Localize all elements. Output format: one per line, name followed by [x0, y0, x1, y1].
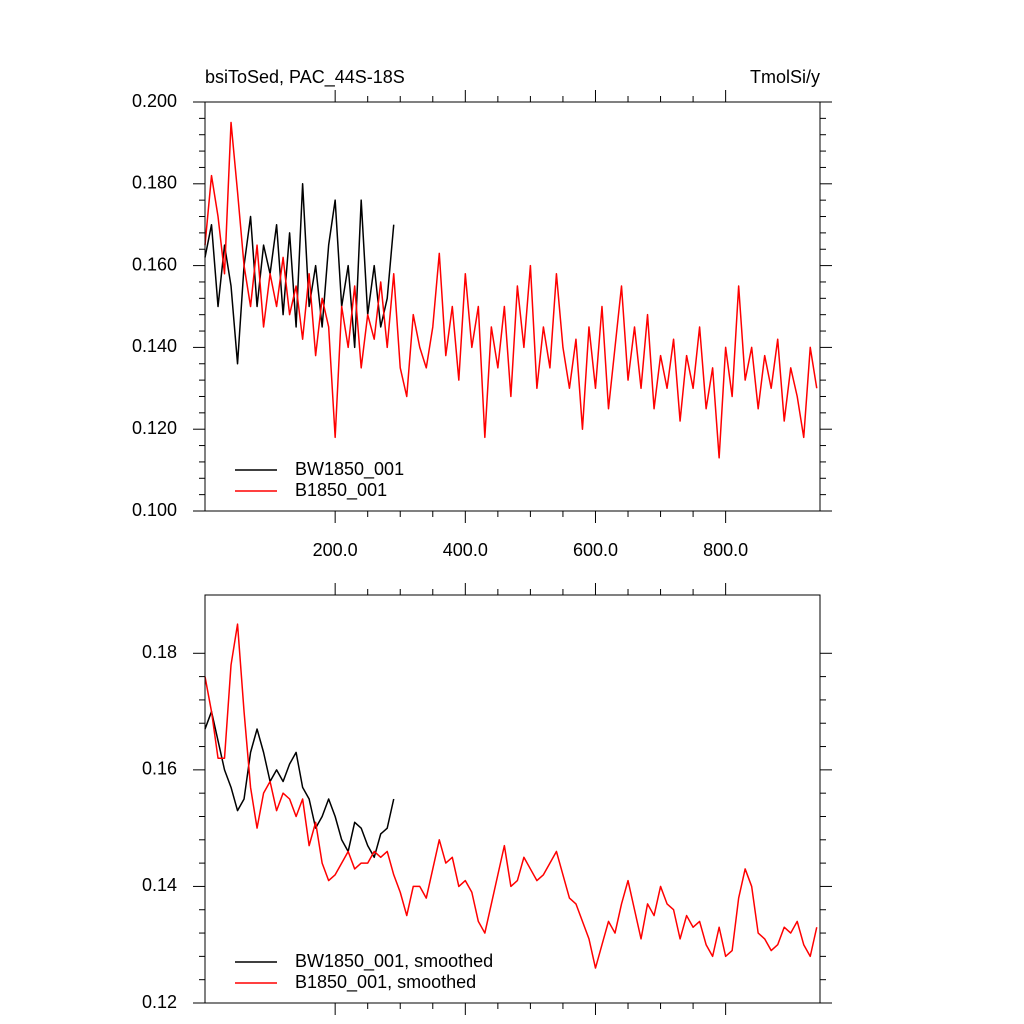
- y-tick-label: 0.100: [132, 500, 177, 520]
- data-line: [204, 183, 395, 365]
- y-tick-label: 0.140: [132, 336, 177, 356]
- y-tick-label: 0.12: [142, 992, 177, 1012]
- y-tick-label: 0.16: [142, 759, 177, 779]
- legend-label: BW1850_001, smoothed: [295, 951, 493, 972]
- chart-title: bsiToSed, PAC_44S-18S: [205, 67, 405, 88]
- plot-frame: [204, 594, 821, 1004]
- y-tick-label: 0.200: [132, 91, 177, 111]
- y-tick-label: 0.160: [132, 254, 177, 274]
- y-tick-label: 0.14: [142, 875, 177, 895]
- data-line: [204, 623, 818, 969]
- y-tick-label: 0.180: [132, 173, 177, 193]
- x-tick-label: 200.0: [313, 540, 358, 560]
- units-label: TmolSi/y: [750, 67, 820, 87]
- legend-label: B1850_001: [295, 480, 387, 501]
- x-tick-label: 600.0: [573, 540, 618, 560]
- y-tick-label: 0.18: [142, 642, 177, 662]
- plot-frame: [204, 101, 821, 512]
- data-line: [204, 121, 818, 459]
- legend-label: BW1850_001: [295, 459, 404, 480]
- x-tick-label: 400.0: [443, 540, 488, 560]
- data-line: [204, 710, 395, 859]
- x-tick-label: 800.0: [703, 540, 748, 560]
- y-tick-label: 0.120: [132, 418, 177, 438]
- legend-label: B1850_001, smoothed: [295, 972, 476, 993]
